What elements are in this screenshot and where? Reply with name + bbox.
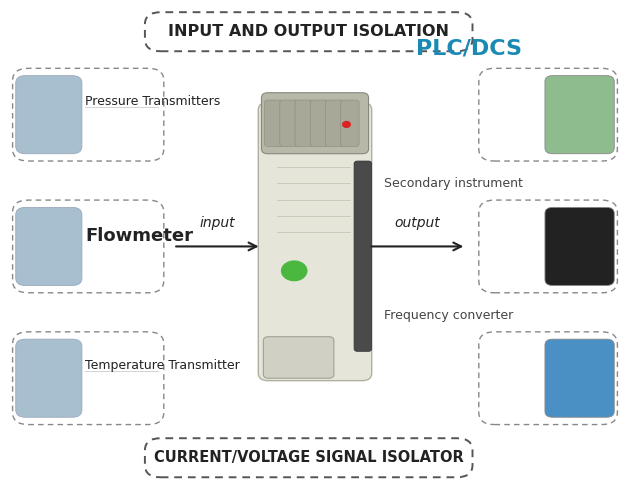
Text: input: input	[200, 216, 235, 230]
Text: output: output	[394, 216, 440, 230]
Text: CURRENT/VOLTAGE SIGNAL ISOLATOR: CURRENT/VOLTAGE SIGNAL ISOLATOR	[154, 450, 464, 465]
Text: Temperature Transmitter: Temperature Transmitter	[85, 359, 240, 372]
FancyBboxPatch shape	[16, 207, 82, 285]
FancyBboxPatch shape	[545, 76, 614, 154]
FancyBboxPatch shape	[261, 93, 369, 154]
Text: Secondary instrument: Secondary instrument	[384, 177, 523, 190]
FancyBboxPatch shape	[280, 100, 298, 146]
Text: Frequency converter: Frequency converter	[384, 309, 513, 322]
FancyBboxPatch shape	[545, 339, 614, 417]
FancyBboxPatch shape	[16, 339, 82, 417]
Text: PLC/DCS: PLC/DCS	[416, 39, 522, 59]
FancyBboxPatch shape	[310, 100, 329, 146]
FancyBboxPatch shape	[295, 100, 314, 146]
Text: INPUT AND OUTPUT ISOLATION: INPUT AND OUTPUT ISOLATION	[168, 24, 449, 39]
Circle shape	[343, 122, 350, 127]
Text: Pressure Transmitters: Pressure Transmitters	[85, 95, 220, 108]
FancyBboxPatch shape	[265, 100, 283, 146]
Circle shape	[282, 261, 307, 281]
FancyBboxPatch shape	[326, 100, 344, 146]
Text: Flowmeter: Flowmeter	[85, 227, 193, 245]
FancyBboxPatch shape	[341, 100, 359, 146]
FancyBboxPatch shape	[16, 76, 82, 154]
FancyBboxPatch shape	[354, 161, 372, 351]
FancyBboxPatch shape	[545, 207, 614, 285]
FancyBboxPatch shape	[263, 337, 334, 378]
FancyBboxPatch shape	[258, 102, 372, 381]
